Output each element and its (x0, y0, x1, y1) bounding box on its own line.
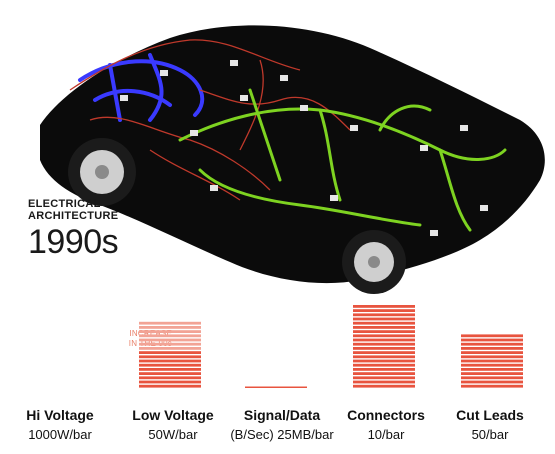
title-line2: ARCHITECTURE (28, 210, 119, 222)
title-line1: ELECTRICAL (28, 198, 101, 210)
bar-stripe (353, 326, 415, 329)
bar-stripe (353, 376, 415, 380)
bar-stripe (353, 380, 415, 384)
bar-stripe (353, 351, 415, 354)
bar-stripe (461, 342, 523, 346)
bar-stripe (139, 334, 201, 338)
bar-stripe (353, 363, 415, 367)
title-year: 1990s (28, 223, 119, 261)
unit-label: 10/bar (367, 427, 405, 442)
bar-stripe (139, 321, 201, 325)
bar-stripe (461, 334, 523, 338)
bar-stripe (139, 338, 201, 342)
bar-stripe (139, 347, 201, 350)
connectors (120, 60, 488, 236)
category-label: Cut Leads (456, 407, 524, 423)
bar-stripe (353, 384, 415, 388)
bar-stripe (461, 355, 523, 359)
bar-cut-leads (461, 334, 523, 388)
unit-label: 1000W/bar (28, 427, 92, 442)
category-label: Hi Voltage (26, 407, 94, 423)
bar-stripe (353, 313, 415, 317)
bar-stripe (245, 386, 307, 388)
bar-stripe (139, 351, 201, 354)
bar-stripe (461, 380, 523, 384)
bar-stripe (461, 384, 523, 388)
bar-stripe (139, 355, 201, 359)
category-label: Connectors (347, 407, 425, 423)
bar-stripe (139, 380, 201, 384)
bar-low-voltage (139, 321, 201, 388)
bar-stripe (461, 338, 523, 342)
bar-stripe (461, 376, 523, 380)
bar-stripe (353, 305, 415, 308)
bar-stripe (461, 363, 523, 367)
green-wiring (178, 88, 507, 232)
car-body (40, 25, 545, 284)
annotation-line1: INCREASE (129, 329, 172, 338)
bar-stripe (139, 342, 201, 346)
bar-stripe (139, 359, 201, 363)
unit-label: 50/bar (471, 427, 509, 442)
title-block: ELECTRICAL ARCHITECTURE 1990s (28, 198, 119, 261)
label-low-voltage: Low Voltage 50W/bar (118, 407, 228, 443)
bar-stripe (461, 368, 523, 371)
bar-chart (139, 305, 523, 388)
label-signal-data: Signal/Data (B/Sec) 25MB/bar (222, 407, 342, 443)
bar-stripe (461, 347, 523, 350)
bar-stripe (353, 368, 415, 371)
bar-stripe (353, 347, 415, 350)
bar-stripe (353, 342, 415, 346)
bar-stripe (139, 376, 201, 380)
unit-label: 50W/bar (148, 427, 198, 442)
bar-stripe (139, 363, 201, 367)
bar-stripe (353, 334, 415, 338)
front-hub (95, 165, 109, 179)
car-wiring-illustration (40, 25, 545, 294)
red-wiring (69, 39, 351, 201)
label-connectors: Connectors 10/bar (336, 407, 436, 443)
label-hi-voltage: Hi Voltage 1000W/bar (0, 407, 120, 443)
bar-connectors (353, 305, 415, 388)
category-label: Low Voltage (132, 407, 214, 423)
bar-stripe (461, 372, 523, 375)
bar-stripe (353, 355, 415, 359)
bar-stripe (353, 321, 415, 325)
bar-stripe (353, 330, 415, 333)
bar-stripe (353, 309, 415, 312)
bar-stripe (353, 372, 415, 375)
label-cut-leads: Cut Leads 50/bar (440, 407, 540, 443)
bar-stripe (353, 317, 415, 321)
unit-label: (B/Sec) 25MB/bar (230, 427, 334, 442)
bar-stripe (461, 351, 523, 354)
rear-hub (368, 256, 380, 268)
bar-stripe (139, 330, 201, 333)
bar-stripe (139, 368, 201, 371)
bar-stripe (461, 359, 523, 363)
bar-stripe (353, 338, 415, 342)
bar-signal-data (245, 386, 307, 388)
category-label: Signal/Data (243, 407, 321, 423)
bar-stripe (139, 326, 201, 329)
bar-stripe (139, 372, 201, 375)
bar-stripe (139, 384, 201, 388)
bar-stripe (353, 359, 415, 363)
